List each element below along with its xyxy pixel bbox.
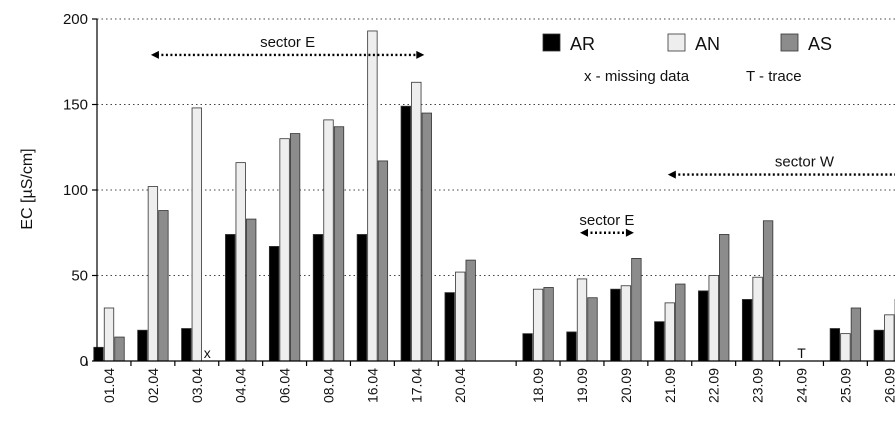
bar-as-21.09 [675,283,686,362]
bar-an-18.09 [532,288,544,362]
x-tick-label-01.04: 01.04 [101,368,117,403]
marker-x-03.04: x [204,345,211,361]
bar-an-01.04 [103,307,115,362]
legend-label-an: AN [695,34,720,54]
x-tick-label-19.09: 19.09 [574,368,590,403]
legend-label-as: AS [808,34,832,54]
bar-ar-20.09 [610,288,621,362]
y-axis-label: EC [µS/cm] [19,148,36,229]
legend-note-missing: x - missing data [584,68,690,85]
legend-note-trace: T - trace [746,68,802,85]
bar-as-22.09 [719,234,730,362]
bar-ar-26.09 [873,329,884,362]
bar-ar-22.09 [698,290,709,362]
bar-as-16.04 [377,160,389,362]
bar-as-01.04 [114,336,125,362]
bar-an-08.04 [323,119,334,362]
bar-ar-19.09 [566,331,577,362]
sector-label: sector W [775,154,835,171]
arrow-head-right [416,50,425,59]
x-tick-label-24.09: 24.09 [794,368,810,403]
bar-an-17.04 [411,81,422,362]
y-tick-label: 100 [63,182,88,199]
y-tick-label: 0 [80,353,88,370]
bar-ar-16.04 [356,234,368,362]
x-tick-label-26.09: 26.09 [881,368,895,403]
marker-T-24.09: T [797,345,806,361]
tick-labels: 0 50 100 150 200 01.04 02.04 03.04 04.04 06.04 08.… [63,11,895,403]
bar-ar-04.04 [225,234,236,362]
bar-as-19.09 [587,297,598,362]
x-tick-label-20.04: 20.04 [452,368,468,403]
bar-as-18.09 [543,287,554,362]
arrow-head-left [580,228,588,237]
bar-as-23.09 [762,220,774,362]
x-tick-label-23.09: 23.09 [750,368,766,403]
x-tick-label-20.09: 20.09 [618,368,634,403]
x-tick-label-25.09: 25.09 [837,368,853,403]
sector-label: sector E [260,34,315,51]
x-tick-label-02.04: 02.04 [145,368,161,403]
bar-ar-25.09 [829,328,841,362]
bar-an-23.09 [752,276,763,362]
x-tick-label-18.09: 18.09 [530,368,546,403]
bar-as-17.04 [421,112,432,362]
bar-an-19.09 [576,278,588,362]
x-tick-label-06.04: 06.04 [277,368,293,403]
bar-ar-17.04 [400,105,411,362]
bar-as-02.04 [158,210,169,362]
bar-an-25.09 [840,333,851,362]
legend-swatch-as [780,33,799,52]
bar-as-04.04 [246,218,257,362]
bar-as-20.09 [631,257,642,362]
bar-an-26.09 [884,314,895,362]
bar-as-25.09 [850,307,862,362]
bar-an-04.04 [235,162,246,362]
arrow-head-left [667,170,676,179]
annotations: sector E sector E sector W [150,34,895,237]
bar-an-16.04 [367,30,378,362]
bar-ar-18.09 [522,333,533,362]
bar-as-20.04 [465,259,476,362]
bar-an-22.09 [708,275,719,362]
sector-label: sector E [579,212,634,229]
x-tick-label-03.04: 03.04 [189,368,205,403]
bar-as-06.04 [289,133,301,362]
bar-as-08.04 [333,126,345,362]
bar-an-21.09 [664,302,675,362]
bar-ar-01.04 [93,346,104,362]
x-tick-label-17.04: 17.04 [408,368,424,403]
legend-swatch-ar [542,33,561,52]
bar-an-02.04 [147,186,159,362]
bar-ar-21.09 [654,321,665,362]
y-tick-label: 200 [63,11,88,28]
legend-label-ar: AR [570,34,595,54]
bar-ar-02.04 [137,329,148,362]
x-tick-label-16.04: 16.04 [364,368,380,403]
grid-lines [97,18,895,276]
bar-an-20.09 [620,285,632,362]
bar-an-06.04 [279,138,290,362]
y-tick-label: 50 [71,268,88,285]
bar-ar-06.04 [268,246,280,362]
bar-an-03.04 [191,107,202,362]
y-tick-label: 150 [63,97,88,114]
bar-ar-23.09 [741,299,753,362]
x-tick-label-22.09: 22.09 [706,368,722,403]
arrow-head-right [625,228,634,237]
bar-ar-03.04 [181,328,192,362]
legend: AR AN AS x - missing data T - trace [542,33,832,85]
x-tick-label-21.09: 21.09 [662,368,678,403]
legend-swatch-an [667,33,686,52]
bar-an-20.04 [455,271,466,362]
x-tick-label-08.04: 08.04 [321,368,337,403]
arrow-head-left [150,50,159,59]
x-tick-label-04.04: 04.04 [233,368,249,403]
bar-ar-08.04 [312,234,324,362]
bar-ar-20.04 [444,292,455,362]
axes [86,18,895,366]
